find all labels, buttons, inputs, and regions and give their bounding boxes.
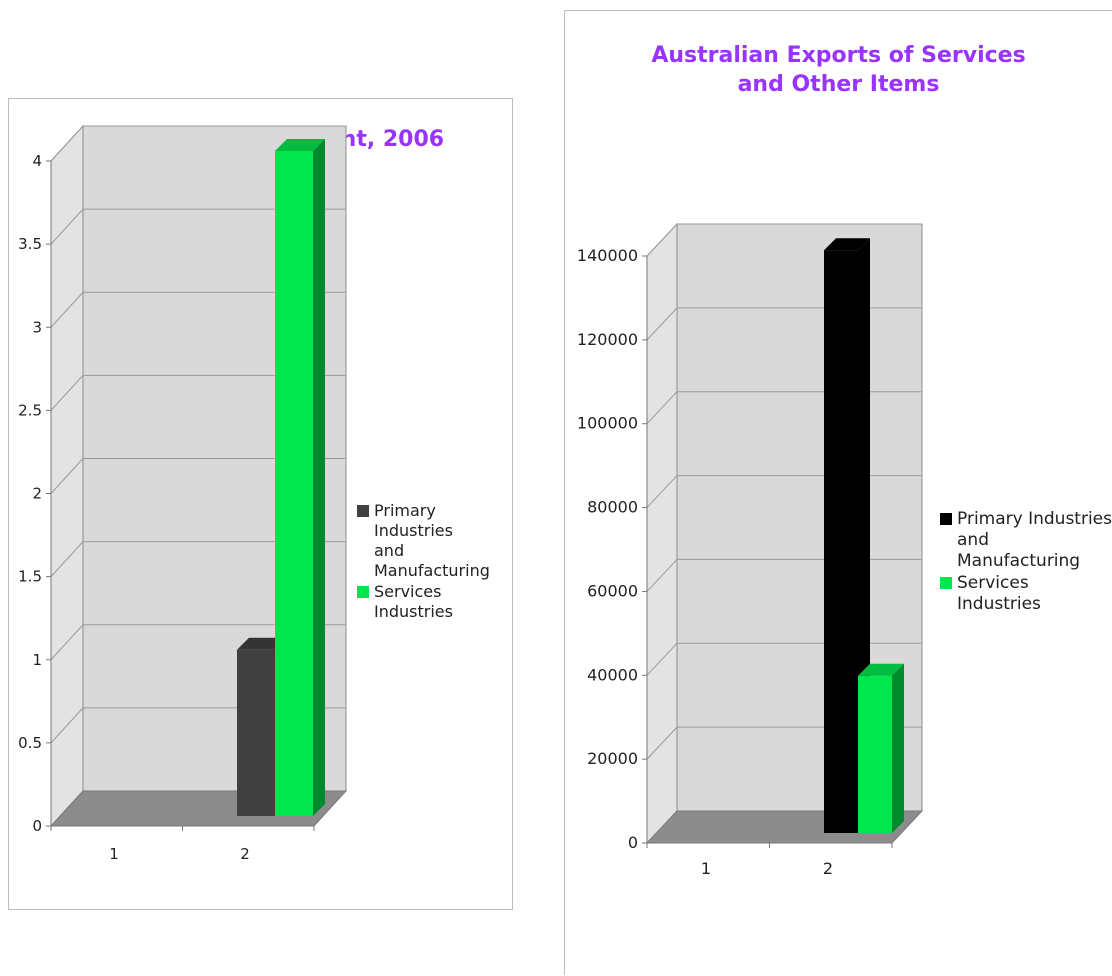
legend-label-primary: Primary Industries and Manufacturing (374, 501, 490, 580)
y-tick-label: 80000 (587, 498, 638, 517)
y-tick-label: 60000 (587, 581, 638, 600)
chart-legend: Primary Industries and Manufacturing Ser… (940, 509, 1112, 616)
y-tick-label: 0.5 (18, 734, 42, 752)
legend-label-services: Services Industries (957, 573, 1041, 614)
side-gridline (646, 223, 678, 257)
bar-front (858, 675, 892, 833)
side-gridline (50, 707, 84, 744)
legend-swatch-services (940, 577, 952, 589)
side-wall (646, 222, 678, 845)
side-gridline (50, 208, 84, 245)
legend-swatch-primary (940, 513, 952, 525)
bar-2-services (858, 663, 904, 833)
chart-plot-exports: 0 20000 40000 60000 80000 100000 120000 140000 1… (577, 222, 924, 878)
bar-2-primary (824, 238, 870, 833)
chart-legend: Primary Industries and Manufacturing Ser… (357, 501, 512, 623)
legend-swatch-services (357, 586, 369, 598)
y-tick-label: 0 (628, 833, 638, 852)
y-tick-label: 2.5 (18, 401, 42, 419)
chart-panel-exports: Australian Exports of Services and Other… (564, 10, 1112, 975)
side-gridline (646, 391, 678, 425)
bar-front (275, 151, 313, 816)
side-gridline (646, 726, 678, 760)
side-gridline (50, 541, 84, 577)
y-tick-label: 20000 (587, 749, 638, 768)
side-gridline (50, 458, 84, 494)
bar-top (824, 238, 870, 251)
y-tick-label: 120000 (577, 330, 638, 349)
y-tick-label: 3 (32, 318, 42, 336)
y-tick-label: 140000 (577, 246, 638, 265)
y-tick-label: 1.5 (18, 568, 42, 586)
side-gridline (50, 125, 84, 162)
x-tick-label: 1 (701, 859, 711, 878)
bar-side (313, 139, 325, 816)
side-gridline (646, 307, 678, 341)
bar-top (237, 637, 287, 650)
bar-front (237, 649, 275, 816)
side-gridline (646, 642, 678, 676)
side-gridline (646, 475, 678, 508)
legend-item-services: Services Industries (940, 573, 1112, 615)
legend-item-primary: Primary Industries and Manufacturing (357, 501, 512, 581)
y-tick-label: 3.5 (18, 235, 42, 253)
y-tick-label: 0 (32, 817, 42, 835)
y-tick-label: 2 (32, 485, 42, 503)
chart-panel-employment: Australian Employment, 2006 00.511.522.5… (8, 98, 513, 910)
bar-side (892, 663, 904, 833)
legend-label-primary: Primary Industries and Manufacturing (957, 509, 1112, 571)
x-tick-label: 1 (109, 845, 119, 863)
side-gridline (646, 559, 678, 592)
bar-top (858, 663, 904, 676)
side-gridline (50, 624, 84, 661)
x-tick-label: 2 (240, 845, 250, 863)
legend-label-services: Services Industries (374, 582, 453, 621)
bar-2-services (275, 139, 325, 816)
y-tick-label: 40000 (587, 665, 638, 684)
legend-item-services: Services Industries (357, 582, 512, 622)
legend-swatch-primary (357, 505, 369, 517)
y-tick-label: 100000 (577, 414, 638, 433)
chart-plot-employment: 0 0.5 1 1.5 2 2.5 3 3.5 4 1 2 (18, 124, 348, 863)
x-tick-label: 2 (823, 859, 833, 878)
chart-title: Australian Exports of Services and Other… (651, 43, 1026, 97)
side-gridline (50, 375, 84, 411)
side-gridline (50, 291, 84, 328)
y-tick-label: 4 (32, 152, 42, 170)
y-tick-label: 1 (32, 651, 42, 669)
bar-front (824, 250, 858, 833)
legend-item-primary: Primary Industries and Manufacturing (940, 509, 1112, 572)
bar-top (275, 139, 325, 151)
